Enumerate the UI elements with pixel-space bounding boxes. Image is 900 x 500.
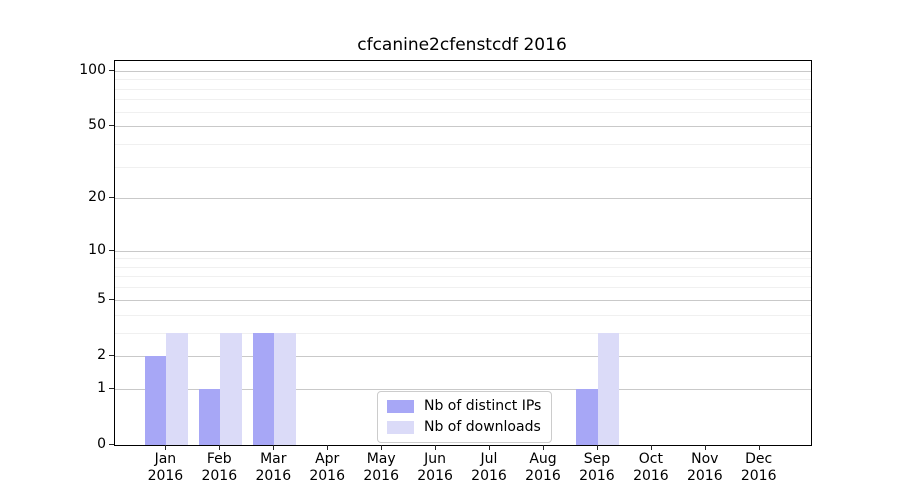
major-gridline — [115, 250, 811, 252]
y-tick-label: 100 — [79, 61, 106, 78]
chart-title: cfcanine2cfenstcdf 2016 — [357, 35, 567, 55]
x-tick-mark — [219, 445, 221, 450]
x-tick-label: Nov 2016 — [686, 451, 723, 484]
bar-downloads-sep — [597, 332, 620, 445]
y-tick-mark — [109, 354, 114, 356]
x-tick-label: Oct 2016 — [633, 451, 669, 484]
legend-swatch-downloads — [387, 420, 414, 434]
bar-distinct-ips-mar — [252, 332, 275, 445]
x-tick-label: Sep 2016 — [579, 451, 615, 484]
x-tick-mark — [327, 445, 329, 450]
y-tick-mark — [109, 298, 114, 300]
minor-gridline — [115, 79, 811, 81]
minor-gridline — [115, 166, 811, 168]
minor-gridline — [115, 111, 811, 113]
bar-downloads-feb — [220, 332, 242, 445]
y-tick-label: 10 — [88, 241, 106, 258]
y-tick-mark — [109, 249, 114, 251]
x-tick-label: Dec 2016 — [740, 451, 777, 484]
legend-swatch-distinct-ips — [387, 399, 414, 413]
x-tick-mark — [543, 445, 544, 450]
minor-gridline — [115, 314, 811, 316]
y-tick-label: 0 — [97, 436, 106, 452]
x-tick-label: Apr 2016 — [309, 451, 345, 484]
y-tick-label: 20 — [88, 189, 106, 206]
major-gridline — [115, 299, 811, 301]
major-gridline — [115, 198, 811, 200]
y-tick-mark — [109, 69, 114, 71]
x-tick-mark — [435, 445, 437, 450]
x-tick-label: May 2016 — [363, 451, 399, 484]
legend-entry-distinct-ips: Nb of distinct IPs — [387, 398, 541, 414]
y-tick-label: 2 — [97, 346, 106, 363]
legend-entry-downloads: Nb of downloads — [387, 419, 541, 435]
legend-label-distinct-ips: Nb of distinct IPs — [424, 398, 542, 414]
major-gridline — [115, 126, 811, 128]
x-tick-mark — [489, 445, 490, 450]
minor-gridline — [115, 287, 811, 289]
legend: Nb of distinct IPs Nb of downloads — [377, 391, 553, 443]
bar-downloads-jan — [166, 332, 188, 445]
x-tick-label: Feb 2016 — [201, 451, 238, 484]
y-tick-label: 5 — [97, 290, 106, 307]
y-tick-label: 1 — [97, 379, 106, 396]
y-tick-mark — [109, 197, 114, 199]
x-tick-mark — [165, 445, 167, 450]
x-tick-mark — [650, 445, 652, 450]
bar-distinct-ips-sep — [576, 388, 598, 445]
x-tick-label: Mar 2016 — [255, 451, 292, 484]
minor-gridline — [115, 276, 811, 278]
x-tick-label: Aug 2016 — [525, 451, 561, 484]
x-tick-mark — [273, 445, 275, 450]
y-tick-mark — [109, 387, 114, 389]
x-tick-label: Jul 2016 — [471, 451, 507, 484]
minor-gridline — [115, 266, 811, 268]
bar-distinct-ips-feb — [198, 388, 221, 445]
minor-gridline — [115, 88, 811, 90]
major-gridline — [115, 70, 811, 72]
major-gridline — [115, 355, 811, 357]
y-tick-mark — [109, 444, 114, 445]
x-tick-mark — [596, 445, 598, 450]
minor-gridline — [115, 99, 811, 101]
x-tick-label: Jun 2016 — [417, 451, 453, 484]
x-tick-mark — [758, 445, 760, 450]
bar-downloads-mar — [274, 332, 296, 445]
legend-label-downloads: Nb of downloads — [424, 419, 541, 435]
y-tick-label: 50 — [88, 117, 106, 134]
y-tick-mark — [109, 125, 114, 127]
minor-gridline — [115, 143, 811, 145]
minor-gridline — [115, 332, 811, 334]
x-tick-label: Jan 2016 — [147, 451, 184, 484]
x-tick-mark — [704, 445, 706, 450]
major-gridline — [115, 388, 811, 390]
bar-distinct-ips-jan — [144, 355, 167, 445]
plot-area — [114, 60, 812, 446]
x-tick-mark — [381, 445, 383, 450]
minor-gridline — [115, 258, 811, 260]
